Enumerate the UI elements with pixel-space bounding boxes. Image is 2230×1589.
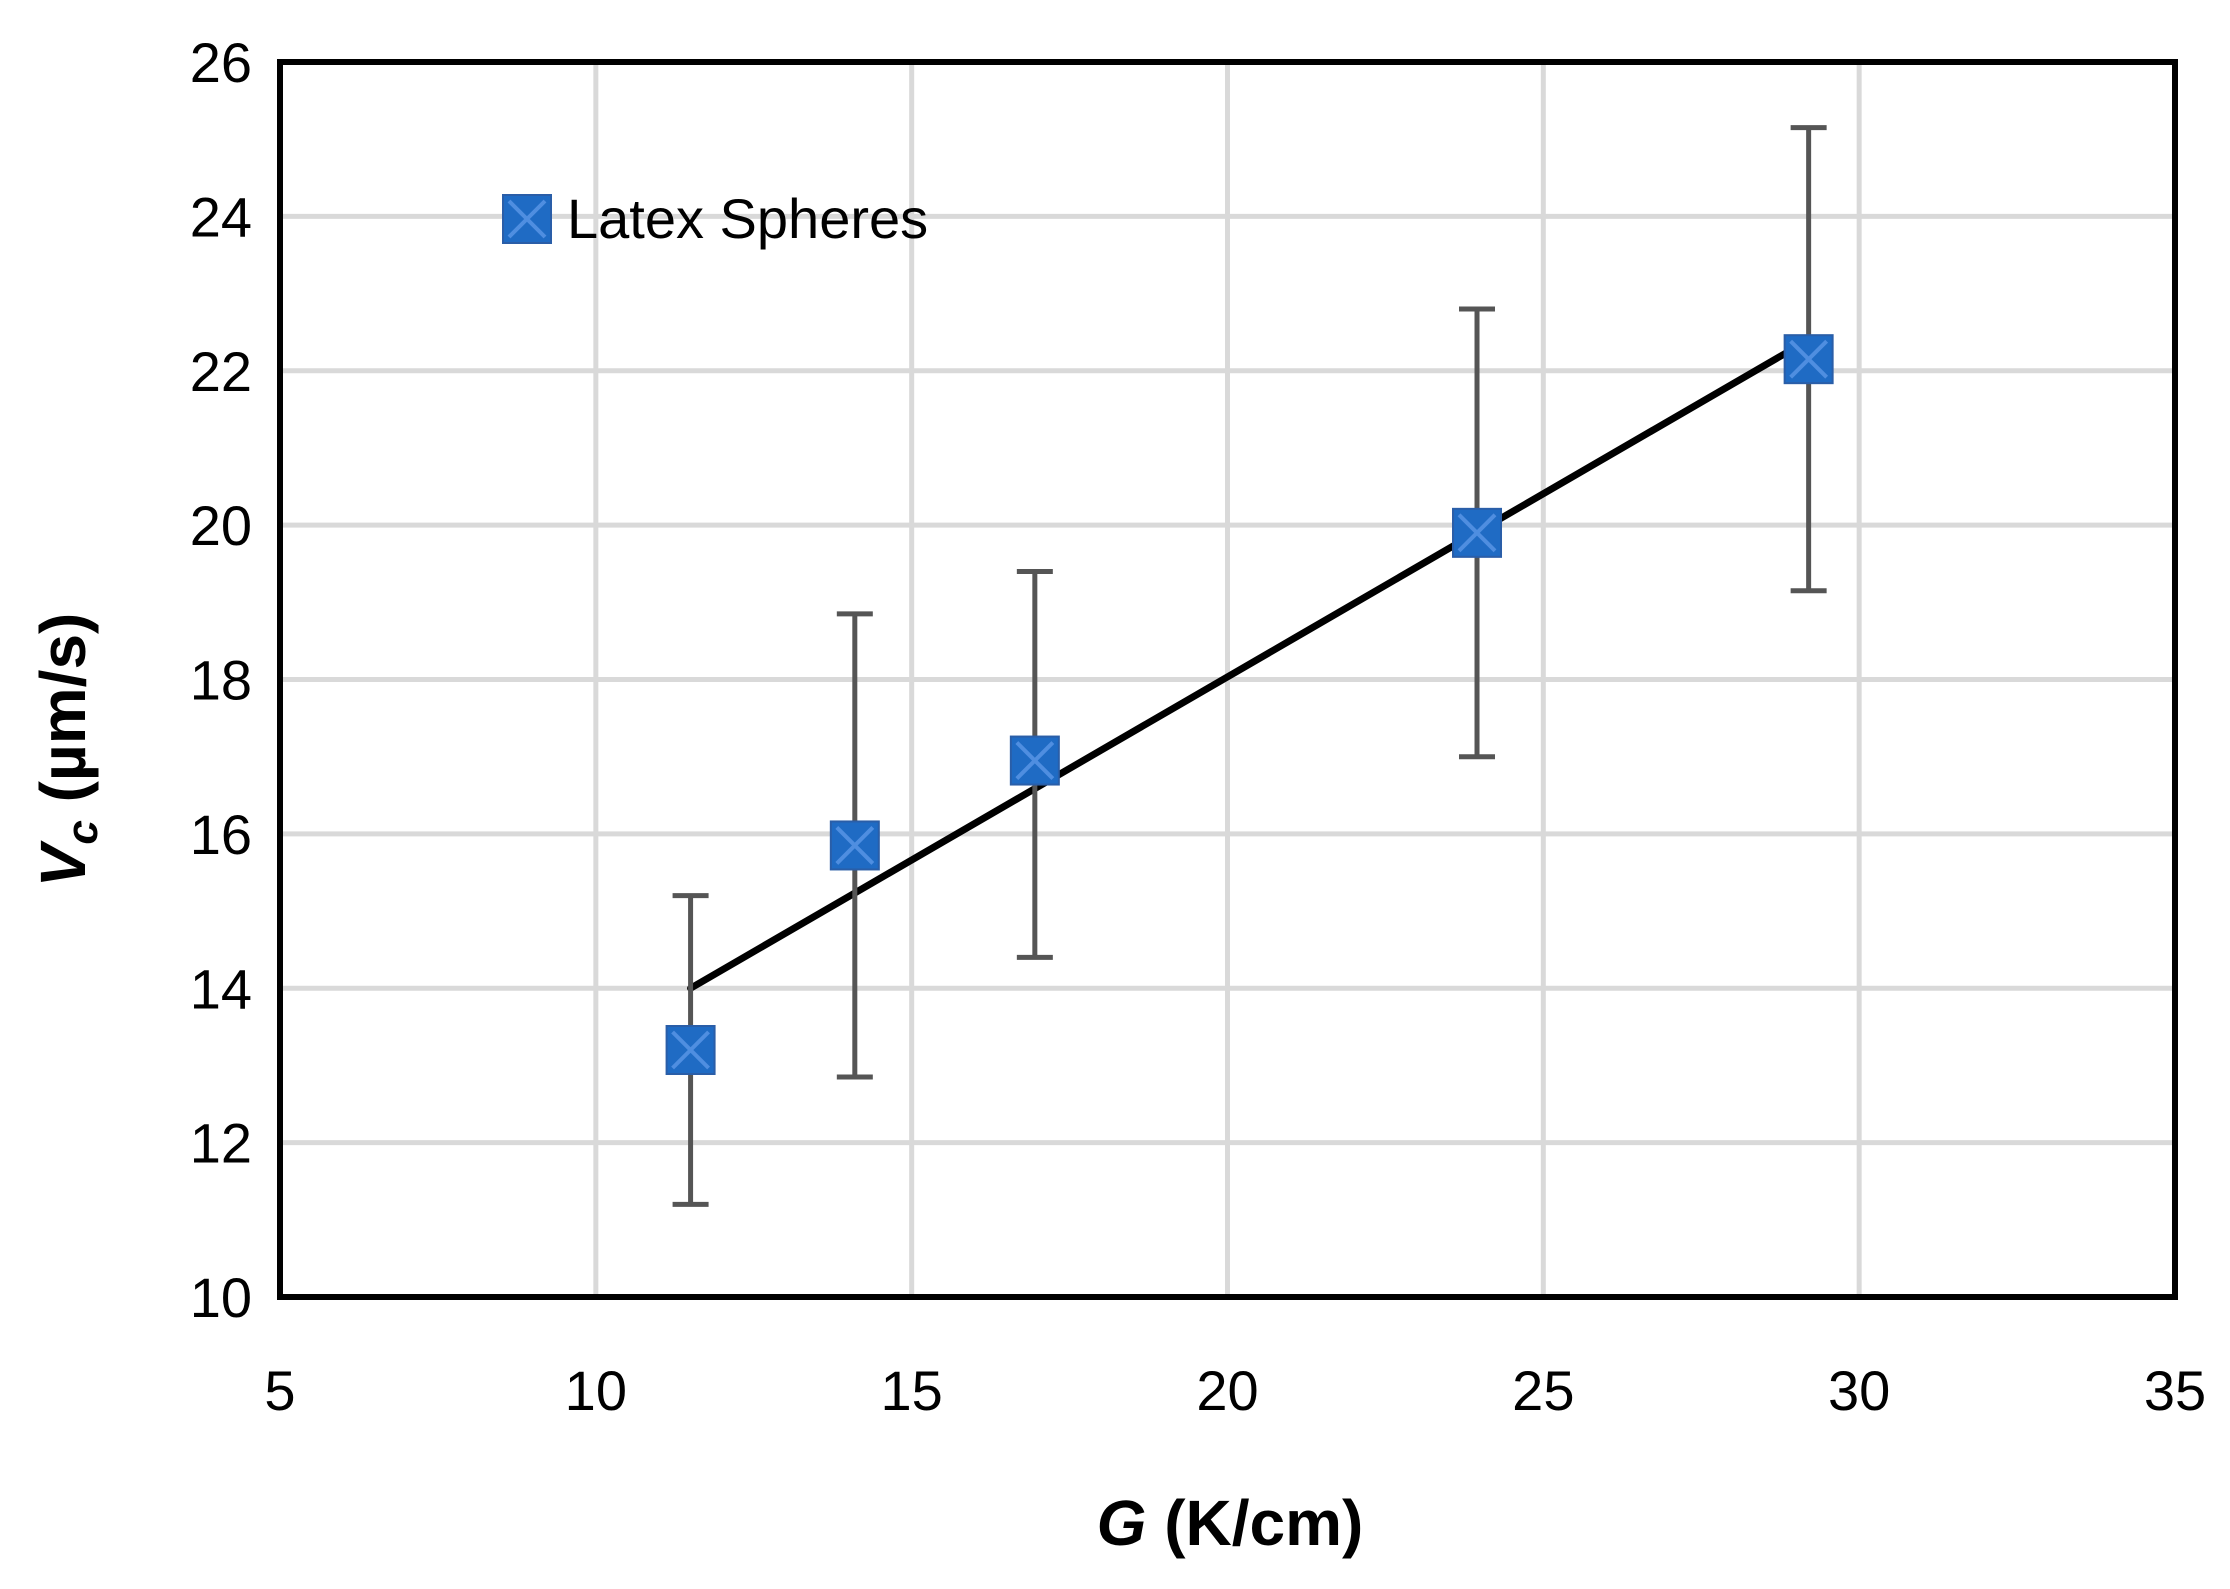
x-tick-label-30: 30 [1828, 1359, 1890, 1422]
data-point-0-3 [1452, 507, 1503, 558]
trendline [687, 336, 1813, 992]
y-tick-label-22: 22 [190, 340, 252, 403]
x-tick-label-25: 25 [1512, 1359, 1574, 1422]
y-tick-label-26: 26 [190, 31, 252, 94]
legend-marker-icon [502, 194, 552, 244]
x-tick-label-20: 20 [1196, 1359, 1258, 1422]
y-tick-label-16: 16 [190, 803, 252, 866]
y-axis-title: Vc (µm/s) [27, 613, 107, 888]
x-tick-label-15: 15 [881, 1359, 943, 1422]
y-tick-label-24: 24 [190, 185, 252, 248]
y-axis-title-main: V [27, 839, 99, 887]
x-axis-title-main: G [1097, 1487, 1147, 1559]
data-points [665, 334, 1834, 1075]
legend-marker-shape-cross [507, 199, 547, 239]
data-point-0-1-cross [835, 826, 875, 865]
x-tick-label-10: 10 [565, 1359, 627, 1422]
gridlines [277, 59, 2178, 1300]
y-tick-label-12: 12 [190, 1112, 252, 1175]
y-tick-label-10: 10 [190, 1266, 252, 1329]
data-point-0-1 [829, 820, 880, 871]
legend-label: Latex Spheres [567, 187, 928, 250]
x-tick-labels: 5 10 15 20 25 30 35 [264, 1359, 2206, 1422]
x-axis-title: G (K/cm) [1097, 1487, 1364, 1559]
y-axis-title-sub: c [58, 820, 107, 844]
data-point-0-3-cross [1457, 513, 1497, 553]
data-point-0-0 [665, 1025, 716, 1075]
x-axis-title-unit: (K/cm) [1146, 1487, 1363, 1559]
data-point-0-2 [1009, 735, 1060, 786]
data-point-0-0-cross [671, 1030, 710, 1070]
data-point-0-4-cross [1789, 339, 1829, 379]
y-tick-label-20: 20 [190, 494, 252, 557]
y-tick-label-18: 18 [190, 649, 252, 712]
y-tick-labels: 10 12 14 16 18 20 22 24 26 [190, 31, 252, 1329]
data-point-0-4 [1783, 334, 1834, 385]
y-axis-title-unit: (µm/s) [27, 613, 99, 821]
x-tick-label-35: 35 [2144, 1359, 2206, 1422]
data-point-0-2-cross [1015, 741, 1055, 780]
plot-frame [277, 59, 2178, 1300]
legend-marker-shape [502, 194, 552, 244]
y-tick-label-14: 14 [190, 957, 252, 1020]
legend: Latex Spheres [502, 187, 928, 250]
trendline-group [687, 336, 1813, 992]
x-tick-label-5: 5 [264, 1359, 295, 1422]
